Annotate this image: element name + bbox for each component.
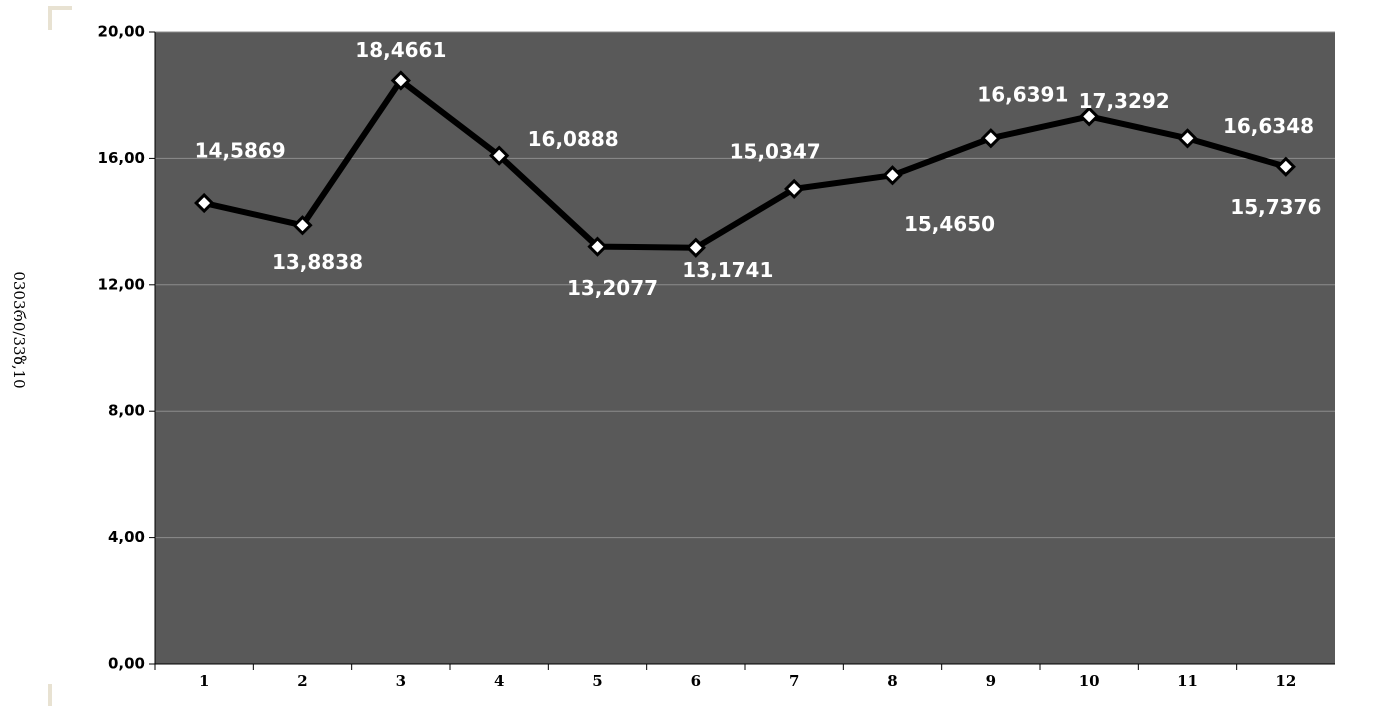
y-tick-label: 20,00: [98, 23, 145, 41]
data-label: 16,6391: [977, 83, 1068, 107]
x-tick-label: 10: [1079, 672, 1100, 690]
marker: [587, 236, 608, 257]
marker: [882, 165, 903, 186]
x-tick-label: 1: [199, 672, 209, 690]
data-label: 15,7376: [1230, 195, 1321, 219]
x-tick-label: 9: [986, 672, 996, 690]
data-label: 16,6348: [1223, 114, 1314, 138]
marker: [390, 70, 411, 91]
marker: [784, 178, 805, 200]
x-tick-label: 11: [1177, 672, 1198, 690]
x-tick-label: 5: [592, 672, 602, 690]
marker: [980, 128, 1001, 149]
y-tick-label: 16,00: [98, 149, 145, 167]
y-tick-label: 12,00: [98, 275, 145, 293]
marker: [1275, 156, 1296, 177]
x-tick-label: 3: [396, 672, 406, 690]
data-label: 16,0888: [528, 127, 619, 151]
y-tick-label: 8,00: [108, 402, 145, 420]
x-tick-label: 4: [494, 672, 504, 690]
y-tick-label: 4,00: [108, 528, 145, 546]
marker: [194, 192, 215, 214]
marker: [1177, 128, 1198, 149]
line: [203, 77, 1287, 251]
plot-area: [155, 32, 1335, 664]
data-label: 14,5869: [195, 139, 286, 163]
data-label: 13,8838: [272, 250, 363, 274]
marker: [1079, 106, 1100, 127]
data-label: 18,4661: [355, 38, 446, 62]
x-tick-label: 2: [297, 672, 307, 690]
y-axis-label: 0303რ0/33ზ,10: [10, 271, 28, 388]
data-label: 15,0347: [730, 139, 821, 163]
data-label: 15,4650: [904, 212, 995, 236]
data-label: 13,2077: [567, 276, 658, 300]
marker: [292, 215, 313, 236]
marker: [685, 237, 706, 258]
y-tick-label: 0,00: [108, 655, 145, 673]
corner-decoration: [48, 6, 72, 30]
x-tick-label: 7: [789, 672, 799, 690]
x-tick-label: 6: [691, 672, 701, 690]
x-tick-label: 12: [1275, 672, 1296, 690]
data-label: 17,3292: [1079, 89, 1170, 113]
data-label: 13,1741: [682, 258, 773, 282]
marker: [489, 145, 510, 166]
x-tick-label: 8: [887, 672, 897, 690]
